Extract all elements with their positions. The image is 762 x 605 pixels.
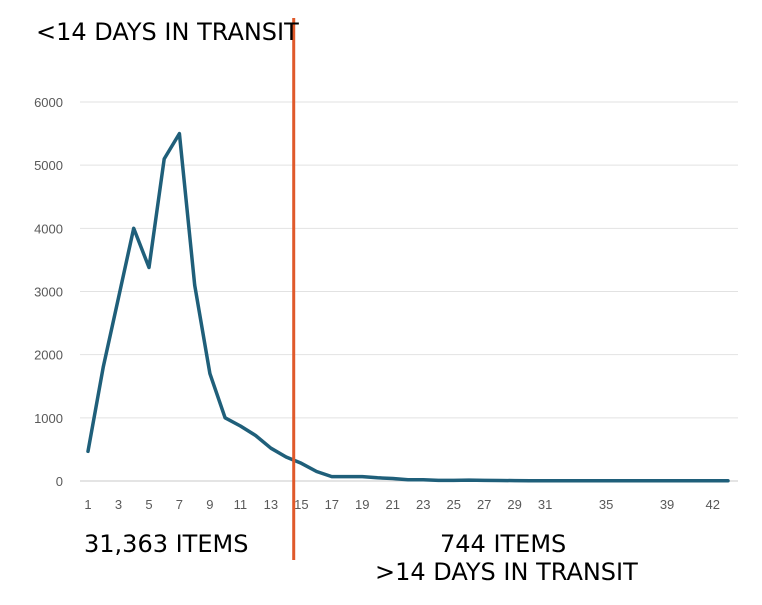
annotation-under-14-days: <14 DAYS IN TRANSIT [36, 18, 299, 46]
y-axis-ticks: 0 1000 2000 3000 4000 5000 6000 [34, 95, 63, 489]
annotation-items-right: 744 ITEMS [440, 530, 567, 558]
y-tick-label-5000: 5000 [34, 158, 63, 173]
x-tick-label-9: 9 [206, 497, 213, 512]
y-tick-label-0: 0 [56, 474, 63, 489]
x-tick-label-5: 5 [145, 497, 152, 512]
x-tick-label-35: 35 [599, 497, 613, 512]
x-axis-ticks: 1 3 5 7 9 11 13 15 17 19 21 23 25 27 29 31 35 39 42 [84, 497, 720, 512]
x-tick-label-42: 42 [706, 497, 720, 512]
series-group [86, 131, 730, 483]
x-tick-label-7: 7 [176, 497, 183, 512]
x-tick-label-31: 31 [538, 497, 552, 512]
annotation-items-left: 31,363 ITEMS [84, 530, 249, 558]
x-tick-label-25: 25 [446, 497, 460, 512]
annotation-over-14-days: >14 DAYS IN TRANSIT [375, 558, 638, 586]
x-tick-label-39: 39 [660, 497, 674, 512]
x-tick-label-11: 11 [234, 497, 248, 512]
x-tick-label-29: 29 [507, 497, 521, 512]
gridlines [80, 101, 738, 482]
x-tick-label-15: 15 [294, 497, 308, 512]
x-tick-label-27: 27 [477, 497, 491, 512]
x-tick-label-3: 3 [115, 497, 122, 512]
x-tick-label-23: 23 [416, 497, 430, 512]
x-tick-label-1: 1 [84, 497, 91, 512]
series-line-0 [86, 131, 730, 483]
y-tick-label-6000: 6000 [34, 95, 63, 110]
y-tick-label-4000: 4000 [34, 221, 63, 236]
y-tick-label-2000: 2000 [34, 348, 63, 363]
x-tick-label-19: 19 [355, 497, 369, 512]
x-tick-label-21: 21 [386, 497, 400, 512]
x-tick-label-13: 13 [264, 497, 278, 512]
y-tick-label-1000: 1000 [34, 411, 63, 426]
y-tick-label-3000: 3000 [34, 285, 63, 300]
x-tick-label-17: 17 [325, 497, 339, 512]
